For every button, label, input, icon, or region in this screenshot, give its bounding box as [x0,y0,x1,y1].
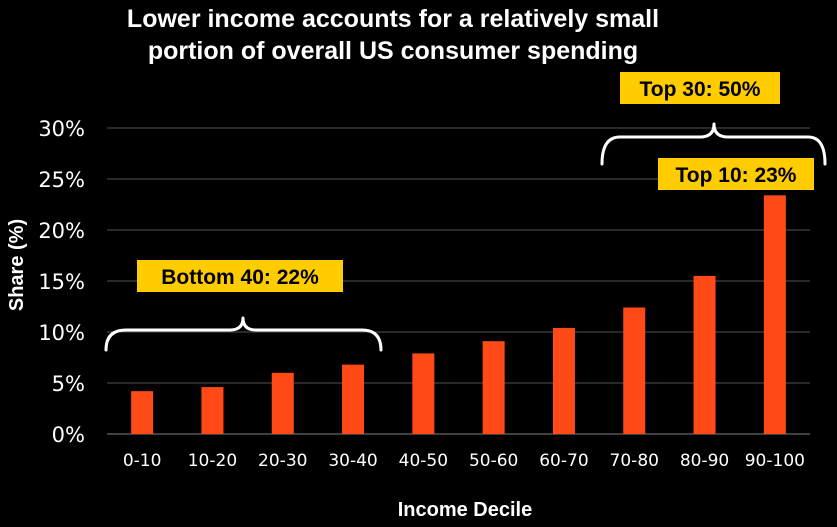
x-tick-label: 60-70 [539,451,588,471]
chart-title-line-1: Lower income accounts for a relatively s… [127,5,659,33]
top-10-annotation-box [658,158,814,190]
x-tick-label: 20-30 [258,451,307,471]
y-tick-label: 15% [38,270,85,294]
bars [131,195,786,434]
chart-title-line-2: portion of overall US consumer spending [148,37,638,65]
y-tick-label: 20% [38,219,85,243]
x-tick-label: 40-50 [399,451,448,471]
bar-90-100 [763,195,786,434]
x-tick-label: 50-60 [469,451,518,471]
top-10-annotation: Top 10: 23% [676,164,797,187]
y-axis-label: Share (%) [6,219,28,311]
bar-0-10 [131,391,154,434]
x-tick-label: 30-40 [328,451,377,471]
bar-60-70 [552,327,575,434]
bar-30-40 [342,364,365,434]
x-tick-label: 90-100 [745,451,805,471]
x-axis-ticks: 0-10 10-20 20-30 30-40 40-50 50-60 60-70 70-80 8… [123,451,805,471]
bar-40-50 [412,353,435,434]
y-tick-label: 30% [38,117,85,141]
bar-10-20 [201,387,224,434]
x-axis-label: Income Decile [398,499,533,521]
y-tick-label: 25% [38,168,85,192]
y-tick-label: 10% [38,321,85,345]
y-axis-ticks: 0% 5% 10% 15% 20% 25% 30% [38,117,85,447]
bar-80-90 [693,275,716,434]
bottom-40-annotation: Bottom 40: 22% [161,266,319,289]
bar-70-80 [623,307,646,434]
bar-20-30 [271,372,294,434]
top-30-brace [600,122,827,166]
x-tick-label: 0-10 [123,451,162,471]
top-30-annotation: Top 30: 50% [640,78,761,101]
y-tick-label: 5% [52,372,85,396]
bottom-40-brace [104,316,383,352]
bar-50-60 [482,341,505,434]
x-tick-label: 10-20 [188,451,237,471]
y-tick-label: 0% [52,423,85,447]
bottom-40-annotation-box [137,260,343,292]
top-30-annotation-box [620,72,780,104]
x-tick-label: 70-80 [610,451,659,471]
x-tick-label: 80-90 [680,451,729,471]
